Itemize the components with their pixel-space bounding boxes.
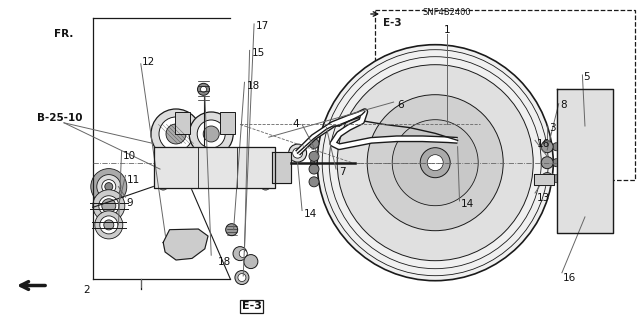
- Text: B-25-10: B-25-10: [37, 113, 83, 123]
- Circle shape: [367, 95, 503, 231]
- Circle shape: [239, 249, 247, 258]
- Circle shape: [309, 164, 319, 174]
- Circle shape: [317, 45, 553, 281]
- Circle shape: [233, 247, 247, 261]
- Circle shape: [575, 182, 595, 201]
- Bar: [375, 10, 635, 180]
- Polygon shape: [534, 174, 554, 185]
- Circle shape: [166, 124, 186, 144]
- Polygon shape: [272, 152, 291, 183]
- Circle shape: [452, 135, 463, 145]
- Circle shape: [541, 141, 553, 153]
- Bar: [220, 112, 234, 134]
- Text: 15: 15: [252, 48, 265, 58]
- Text: 8: 8: [560, 100, 566, 110]
- Text: 16: 16: [563, 272, 577, 283]
- Circle shape: [541, 157, 553, 169]
- Circle shape: [102, 199, 116, 213]
- Circle shape: [575, 153, 595, 173]
- Text: 16: 16: [536, 138, 550, 149]
- Circle shape: [226, 224, 237, 236]
- Circle shape: [200, 86, 207, 92]
- Circle shape: [198, 83, 209, 95]
- Circle shape: [100, 216, 118, 234]
- Circle shape: [580, 158, 590, 168]
- Circle shape: [315, 159, 323, 167]
- Text: 13: 13: [536, 193, 550, 203]
- Text: 6: 6: [397, 100, 403, 110]
- Text: 2: 2: [83, 285, 90, 295]
- Circle shape: [95, 211, 123, 239]
- Text: 1: 1: [444, 25, 450, 35]
- Circle shape: [580, 100, 590, 110]
- Text: 3: 3: [549, 122, 556, 133]
- Circle shape: [575, 207, 595, 227]
- Circle shape: [309, 151, 319, 161]
- Circle shape: [260, 180, 271, 190]
- Polygon shape: [154, 147, 275, 188]
- Text: 18: 18: [218, 256, 231, 267]
- Text: 17: 17: [256, 20, 269, 31]
- Circle shape: [420, 148, 450, 178]
- Circle shape: [104, 220, 114, 230]
- Text: 14: 14: [461, 199, 474, 209]
- Circle shape: [449, 131, 467, 149]
- Circle shape: [575, 124, 595, 144]
- Circle shape: [204, 126, 219, 142]
- Circle shape: [428, 155, 444, 171]
- Circle shape: [289, 144, 307, 162]
- Text: 9: 9: [127, 197, 133, 208]
- Circle shape: [580, 129, 590, 139]
- Text: 10: 10: [123, 151, 136, 161]
- Bar: [175, 112, 189, 134]
- Circle shape: [580, 186, 590, 197]
- Text: 18: 18: [246, 81, 260, 91]
- Circle shape: [392, 120, 478, 206]
- Circle shape: [93, 190, 125, 222]
- Circle shape: [552, 159, 561, 167]
- Circle shape: [159, 117, 193, 151]
- Circle shape: [337, 65, 533, 261]
- Circle shape: [552, 174, 561, 183]
- Circle shape: [309, 138, 319, 149]
- Circle shape: [541, 173, 553, 185]
- Circle shape: [158, 180, 168, 190]
- Text: E-3: E-3: [383, 18, 402, 28]
- Polygon shape: [163, 229, 208, 260]
- Text: SNF4B2400: SNF4B2400: [422, 8, 471, 17]
- Circle shape: [238, 273, 246, 282]
- Text: 4: 4: [293, 119, 300, 130]
- Circle shape: [189, 112, 233, 156]
- Text: 5: 5: [584, 71, 590, 82]
- Circle shape: [309, 177, 319, 187]
- Text: 7: 7: [339, 167, 346, 177]
- Circle shape: [99, 196, 119, 216]
- Circle shape: [105, 182, 113, 191]
- Circle shape: [244, 255, 258, 269]
- Circle shape: [91, 169, 127, 204]
- Circle shape: [552, 143, 561, 151]
- Circle shape: [97, 174, 121, 199]
- Polygon shape: [557, 89, 613, 233]
- Circle shape: [575, 95, 595, 115]
- Text: FR.: FR.: [54, 29, 74, 39]
- Circle shape: [197, 120, 225, 148]
- Circle shape: [292, 148, 303, 158]
- Text: 14: 14: [304, 209, 317, 219]
- Circle shape: [311, 155, 327, 171]
- Text: 12: 12: [142, 57, 156, 67]
- Text: E-3: E-3: [241, 301, 262, 311]
- Circle shape: [102, 180, 116, 194]
- Circle shape: [151, 109, 201, 159]
- Circle shape: [580, 212, 590, 222]
- Text: 11: 11: [127, 175, 140, 185]
- Circle shape: [235, 271, 249, 285]
